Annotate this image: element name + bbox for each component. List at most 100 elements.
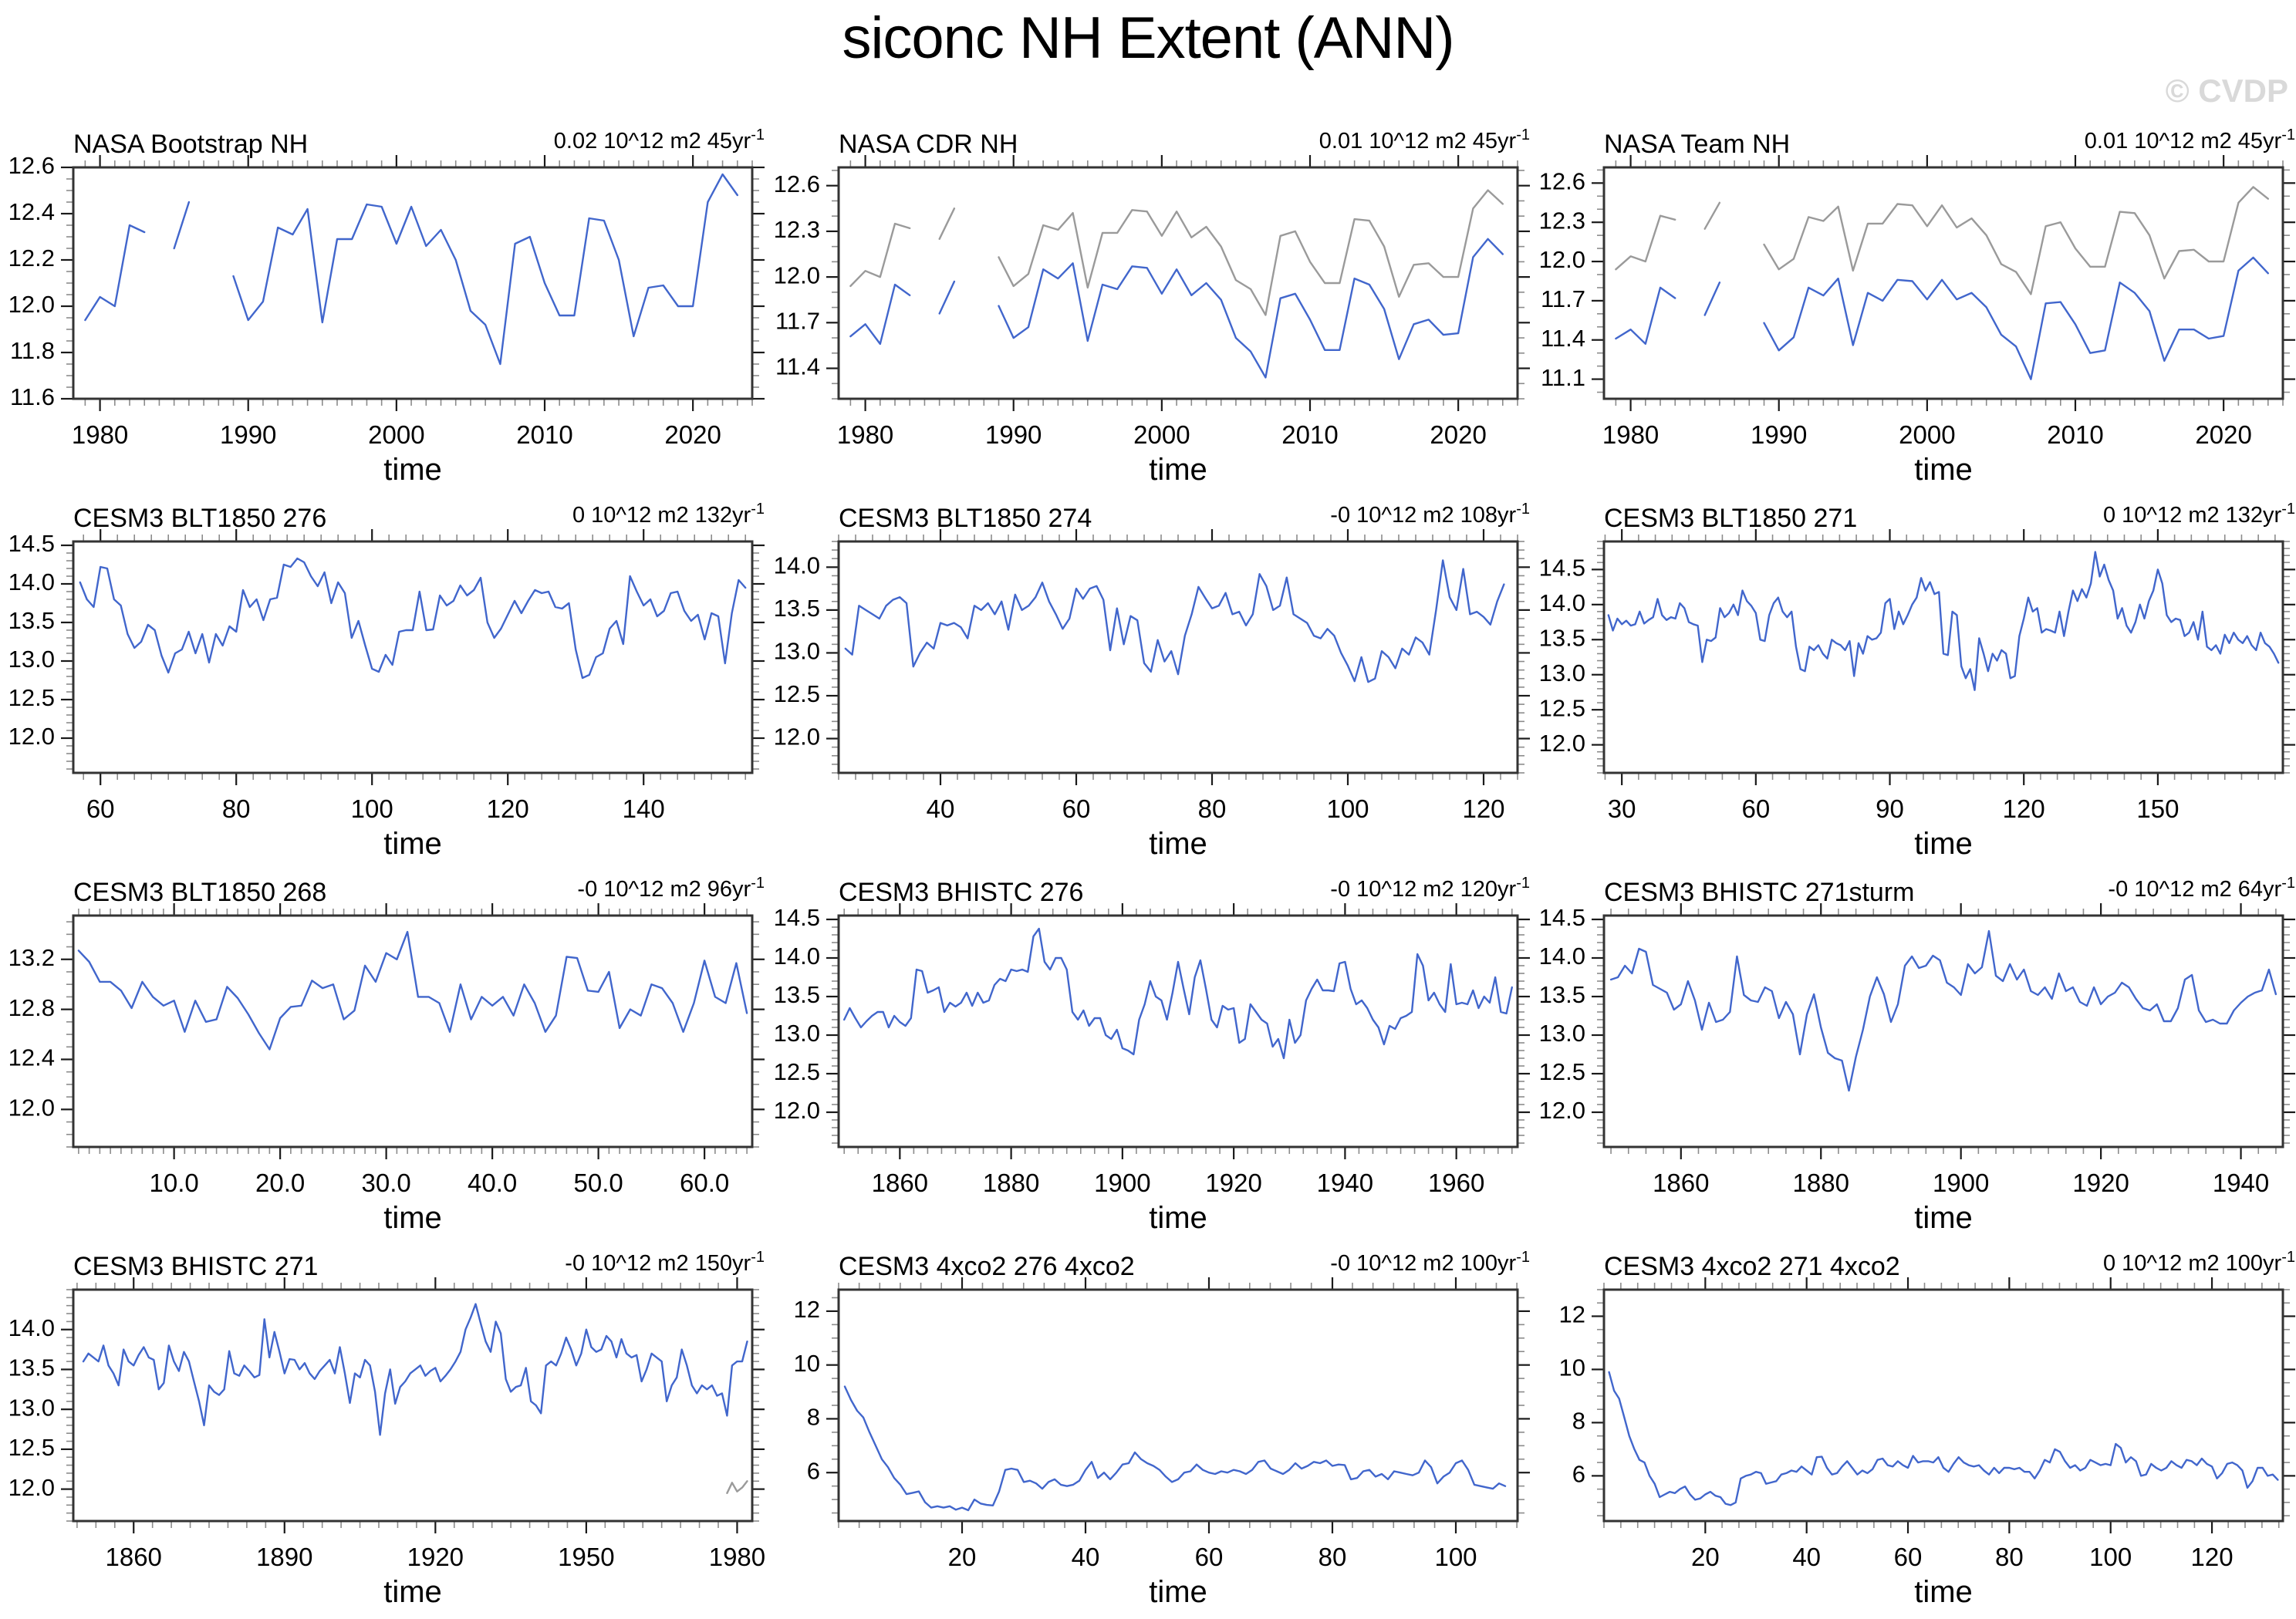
y-tick-label: 12.0 xyxy=(8,723,55,750)
series-line xyxy=(938,207,956,241)
chart-canvas-cesm3-bhistc-271sturm: 12.0 12.5 13.0 13.5 14.0 14.5 1860 1880 1900 1920… xyxy=(1539,875,2295,1235)
y-tick-label: 13.2 xyxy=(8,944,55,971)
chart-title: CESM3 BHISTC 271sturm xyxy=(1604,878,1914,907)
y-tick-label: 12.4 xyxy=(8,198,55,225)
chart-title: CESM3 BLT1850 268 xyxy=(73,878,326,907)
chart-cell-cesm3-4xco2-271: 6 8 10 12 20 40 60 80 100 120 CESM3 4xco2 271 4xco… xyxy=(1531,1240,2296,1614)
y-tick-label: 11.4 xyxy=(1541,325,1585,352)
x-tick-label: 1860 xyxy=(106,1543,162,1571)
x-tick-label: 100 xyxy=(1326,794,1369,823)
y-tick-label: 14.5 xyxy=(1539,555,1585,582)
y-tick-label: 13.5 xyxy=(774,595,820,622)
y-tick-label: 8 xyxy=(807,1404,820,1431)
x-tick-label: 120 xyxy=(487,794,529,823)
series-line xyxy=(82,1303,748,1436)
chart-cell-cesm3-blt1850-268: 12.0 12.4 12.8 13.2 10.0 20.0 30.0 40.0 50.0 60.0… xyxy=(0,865,765,1240)
y-tick-label: 13.0 xyxy=(774,1020,820,1047)
y-tick-label: 13.5 xyxy=(1539,981,1585,1008)
y-tick-label: 12.0 xyxy=(8,1474,55,1501)
x-tick-label: 40.0 xyxy=(468,1169,517,1197)
chart-title: CESM3 BHISTC 271 xyxy=(73,1252,318,1281)
y-tick-label: 14.0 xyxy=(774,943,820,970)
chart-canvas-nasa-bootstrap-nh: 11.6 11.8 12.0 12.2 12.4 12.6 1980 1990 2000 2010… xyxy=(8,126,765,487)
series-line xyxy=(1609,929,2277,1092)
y-tick-label: 12.2 xyxy=(8,245,55,272)
x-tick-label: 1890 xyxy=(256,1543,312,1571)
x-tick-label: 120 xyxy=(2003,794,2045,823)
x-tick-label: 1880 xyxy=(1793,1169,1849,1197)
y-tick-label: 12.5 xyxy=(774,1058,820,1085)
series-line xyxy=(1607,551,2280,691)
x-axis-label: time xyxy=(1149,1201,1207,1235)
chart-cell-nasa-cdr-nh: 11.4 11.7 12.0 12.3 12.6 1980 1990 2000 2010 2020… xyxy=(765,117,1531,491)
series-line xyxy=(849,283,911,346)
y-tick-label: 14.0 xyxy=(1539,589,1585,616)
page-header: siconc NH Extent (ANN) © CVDP xyxy=(0,0,2296,117)
x-tick-label: 80 xyxy=(1995,1543,2024,1571)
y-tick-label: 12.0 xyxy=(774,723,820,750)
chart-title: NASA Bootstrap NH xyxy=(73,130,308,159)
y-tick-label: 12 xyxy=(794,1296,820,1323)
series-line xyxy=(1608,1371,2279,1506)
trend-annotation: -0 10^12 m2 64yr-1 xyxy=(2108,875,2295,902)
chart-title: CESM3 BLT1850 274 xyxy=(839,504,1092,533)
chart-cell-cesm3-blt1850-271: 12.0 12.5 13.0 13.5 14.0 14.5 30 60 90 120 150 CESM… xyxy=(1531,491,2296,865)
trend-annotation: -0 10^12 m2 96yr-1 xyxy=(577,875,765,902)
x-tick-label: 1860 xyxy=(1653,1169,1709,1197)
series-line xyxy=(938,280,956,315)
series-line xyxy=(232,173,738,366)
y-tick-label: 12.0 xyxy=(8,1095,55,1121)
x-axis-label: time xyxy=(1914,1575,1973,1609)
y-tick-label: 12.4 xyxy=(8,1044,55,1071)
cvdp-watermark: © CVDP xyxy=(2165,73,2288,109)
series-line xyxy=(1703,201,1721,230)
x-tick-label: 100 xyxy=(351,794,393,823)
x-tick-label: 1920 xyxy=(407,1543,464,1571)
trend-annotation: 0 10^12 m2 132yr-1 xyxy=(2103,501,2295,528)
series-line xyxy=(1703,281,1721,316)
x-tick-label: 1920 xyxy=(2072,1169,2129,1197)
x-tick-label: 1880 xyxy=(983,1169,1039,1197)
x-tick-label: 1980 xyxy=(1602,420,1659,449)
x-tick-label: 80 xyxy=(1319,1543,1347,1571)
x-tick-label: 2020 xyxy=(664,420,721,449)
chart-canvas-cesm3-blt1850-271: 12.0 12.5 13.0 13.5 14.0 14.5 30 60 90 120 150 CESM… xyxy=(1539,501,2295,861)
x-tick-label: 60 xyxy=(1062,794,1091,823)
series-line xyxy=(79,557,747,680)
y-tick-label: 12.3 xyxy=(774,216,820,243)
y-tick-label: 11.7 xyxy=(775,308,820,335)
y-tick-label: 12.6 xyxy=(774,170,820,197)
y-tick-label: 13.0 xyxy=(1539,1020,1585,1047)
chart-cell-cesm3-bhistc-271sturm: 12.0 12.5 13.0 13.5 14.0 14.5 1860 1880 1900 1920… xyxy=(1531,865,2296,1240)
series-line xyxy=(842,927,1513,1060)
chart-title: CESM3 4xco2 276 4xco2 xyxy=(839,1252,1135,1281)
x-tick-label: 20.0 xyxy=(255,1169,305,1197)
chart-title: CESM3 BLT1850 276 xyxy=(73,504,326,533)
chart-cell-nasa-bootstrap-nh: 11.6 11.8 12.0 12.2 12.4 12.6 1980 1990 2000 2010… xyxy=(0,117,765,491)
x-axis-label: time xyxy=(383,1575,442,1609)
y-tick-label: 13.5 xyxy=(774,981,820,1008)
x-tick-label: 2010 xyxy=(2047,420,2103,449)
series-line xyxy=(726,1480,748,1494)
y-tick-label: 14.5 xyxy=(8,530,55,557)
chart-cell-cesm3-bhistc-276: 12.0 12.5 13.0 13.5 14.0 14.5 1860 1880 1900 1920… xyxy=(765,865,1531,1240)
chart-title: NASA Team NH xyxy=(1604,130,1790,159)
x-axis-label: time xyxy=(1149,453,1207,487)
x-tick-label: 1940 xyxy=(1317,1169,1373,1197)
x-axis-label: time xyxy=(383,1201,442,1235)
y-tick-label: 13.5 xyxy=(1539,624,1585,651)
chart-title: CESM3 4xco2 271 4xco2 xyxy=(1604,1252,1900,1281)
chart-canvas-nasa-team-nh: 11.1 11.4 11.7 12.0 12.3 12.6 1980 1990 2000 2010… xyxy=(1539,126,2295,487)
y-tick-label: 12.0 xyxy=(8,291,55,318)
y-tick-label: 11.7 xyxy=(1541,285,1585,312)
chart-cell-cesm3-blt1850-274: 12.0 12.5 13.0 13.5 14.0 40 60 80 100 120 CESM3 BL… xyxy=(765,491,1531,865)
chart-cell-cesm3-4xco2-276: 6 8 10 12 20 40 60 80 100 CESM3 4xco2 276 4xco2 -0… xyxy=(765,1240,1531,1614)
chart-canvas-cesm3-blt1850-276: 12.0 12.5 13.0 13.5 14.0 14.5 60 80 100 120 140 CES… xyxy=(8,501,765,861)
x-tick-label: 1990 xyxy=(220,420,276,449)
y-tick-label: 12.5 xyxy=(1539,1058,1585,1085)
trend-annotation: -0 10^12 m2 120yr-1 xyxy=(1330,875,1530,902)
y-tick-label: 11.8 xyxy=(10,337,55,364)
x-tick-label: 40 xyxy=(1072,1543,1100,1571)
x-tick-label: 80 xyxy=(222,794,251,823)
x-tick-label: 60 xyxy=(86,794,115,823)
